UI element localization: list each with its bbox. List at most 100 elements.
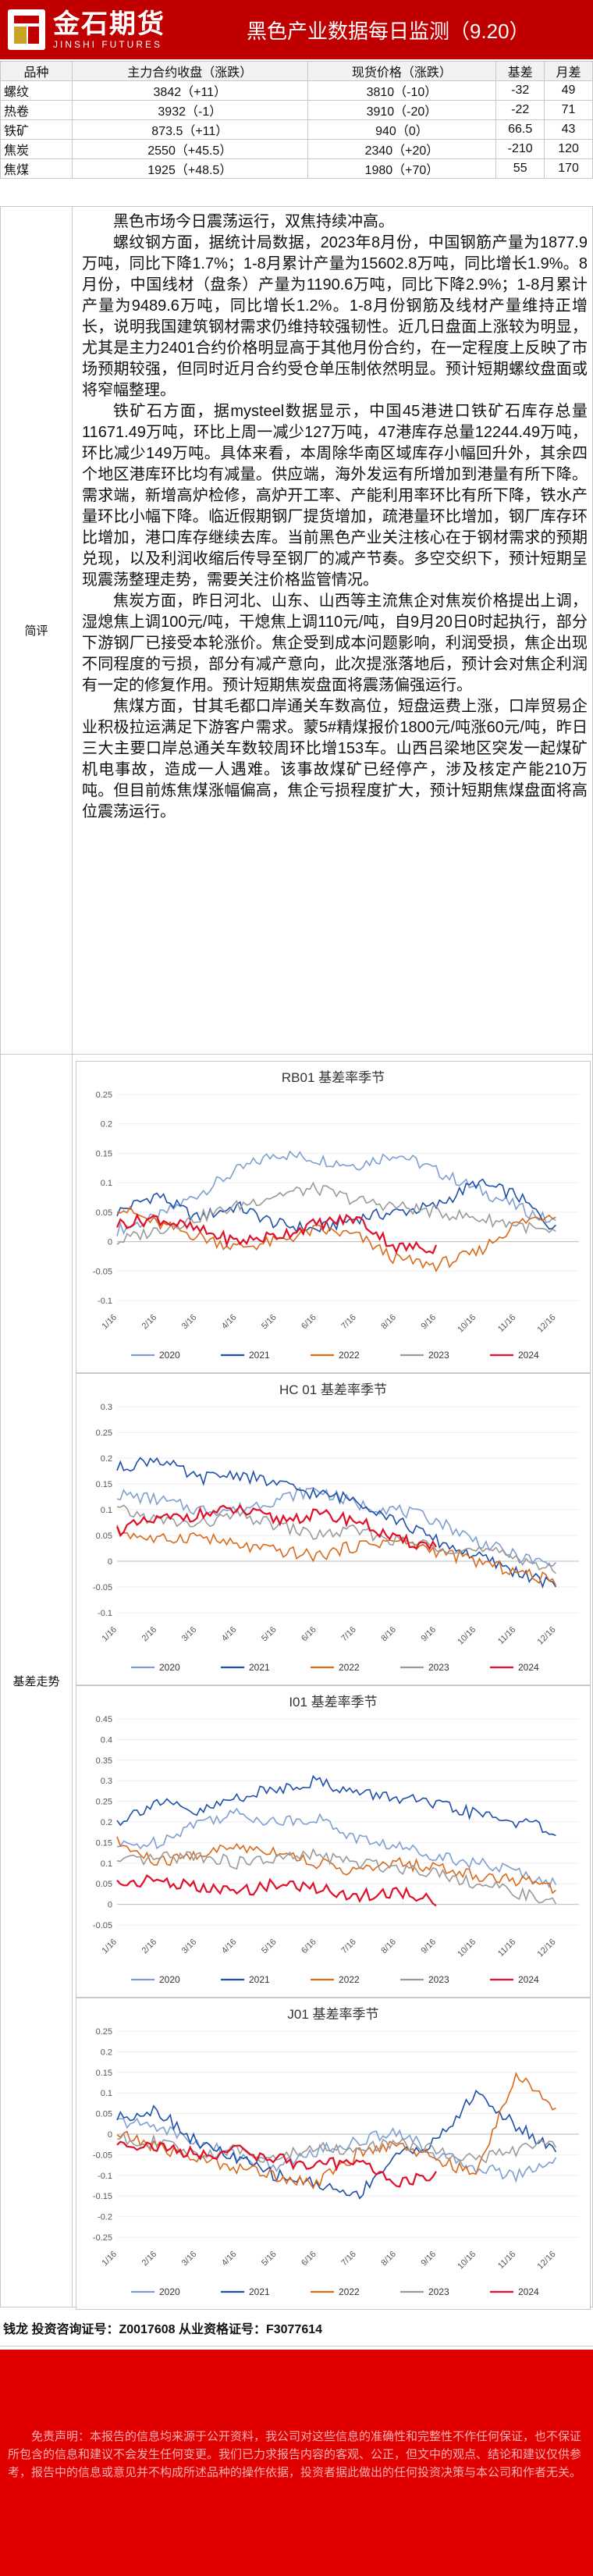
table-row: 热卷 3932（-1） 3910（-20） -22 71 [0,100,593,120]
legend-label: 2021 [249,1974,270,1985]
x-tick-label: 2/16 [140,1937,159,1956]
logo-mark-icon [8,9,45,50]
y-tick-label: 0.1 [101,2089,112,2098]
column-header: 品种 [0,61,73,81]
x-tick-label: 5/16 [260,1625,279,1644]
x-tick-label: 4/16 [220,1313,239,1332]
table-cell: 49 [544,80,593,101]
company-logo: 金石期货 JINSHI FUTURES [0,0,226,59]
y-tick-label: -0.1 [98,1609,112,1618]
x-tick-label: 12/16 [536,1625,558,1647]
table-cell: 120 [544,139,593,159]
series-line-2020 [116,1807,557,1889]
y-tick-label: 0.2 [101,1120,112,1130]
rb01-basis-chart: RB01 基差率季节 -0.1 -0.05 0 0.05 0.1 0.15 0.2 0.25 1/… [76,1061,591,1373]
table-cell: -210 [495,139,545,159]
i01-basis-chart: I01 基差率季节 -0.05 0 0.05 0.1 0.15 0.2 0.25 0.3 0.35… [76,1685,591,1998]
y-tick-label: 0.2 [101,2048,112,2057]
table-cell: 55 [495,158,545,179]
hc01-basis-chart: HC 01 基差率季节 -0.1 -0.05 0 0.05 0.1 0.15 0.2 0.25 0… [76,1373,591,1685]
x-tick-label: 12/16 [536,2250,558,2272]
series-line-2022 [116,1836,556,1895]
x-tick-label: 10/16 [456,2250,478,2272]
legend-label: 2020 [159,2286,180,2297]
table-cell: 2550（+45.5） [72,139,308,159]
chart-svg: I01 基差率季节 -0.05 0 0.05 0.1 0.15 0.2 0.25 0.3 0.35… [93,1695,579,1985]
y-tick-label: -0.05 [93,1267,112,1276]
y-tick-label: 0.05 [96,1880,112,1889]
y-tick-label: -0.1 [98,2172,112,2181]
series-line-2020 [116,1150,556,1236]
x-tick-label: 2/16 [140,1313,159,1332]
series-line-2023 [116,1504,556,1574]
x-tick-label: 10/16 [456,1313,478,1335]
table-cell: 热卷 [0,100,73,120]
table-cell: 3910（-20） [307,100,497,120]
legend-label: 2024 [518,1350,539,1361]
commentary-label: 简评 [1,207,73,1054]
series-line-2021 [116,2089,557,2200]
y-tick-label: 0 [108,1557,112,1567]
x-tick-label: 2/16 [140,1625,159,1644]
table-row: 焦煤 1925（+48.5） 1980（+70） 55 170 [0,158,593,179]
y-tick-label: -0.05 [93,1921,112,1930]
legend-label: 2020 [159,1350,180,1361]
column-header: 月差 [544,61,593,81]
x-tick-label: 6/16 [300,1625,318,1644]
price-table: 品种 主力合约收盘（涨跌） 现货价格（涨跌） 基差 月差 螺纹 3842（+11… [0,61,593,179]
series-line-2020 [116,1486,556,1567]
table-cell: 71 [544,100,593,120]
x-tick-label: 8/16 [379,1625,398,1644]
table-cell: 1925（+48.5） [72,158,308,179]
table-cell: -32 [495,80,545,101]
chart-svg: J01 基差率季节 -0.25 -0.2 -0.15 -0.1 -0.05 0 0.05 0.1… [93,2007,579,2297]
table-cell: -22 [495,100,545,120]
commentary-paragraph: 焦煤方面，甘其毛都口岸通关车数高位，短盘运费上涨，口岸贸易企业积极拉运满足下游客… [82,698,588,820]
y-tick-label: 0.25 [96,2027,112,2037]
chart-title: RB01 基差率季节 [282,1070,385,1085]
y-tick-label: 0.2 [101,1454,112,1464]
table-cell: 焦煤 [0,158,73,179]
table-row: 铁矿 873.5（+11） 940（0） 66.5 43 [0,119,593,140]
y-tick-label: 0.1 [101,1179,112,1188]
legend-label: 2021 [249,1350,270,1361]
x-tick-label: 1/16 [100,1937,119,1956]
legend-label: 2023 [428,2286,449,2297]
x-tick-label: 6/16 [300,2250,318,2268]
x-tick-label: 11/16 [496,1625,517,1646]
table-cell: 3810（-10） [307,80,497,101]
x-tick-label: 11/16 [496,1313,517,1334]
x-tick-label: 3/16 [180,1313,199,1332]
y-tick-label: 0.25 [96,1798,112,1807]
series-line-2023 [116,2132,557,2164]
y-tick-label: 0.05 [96,1532,112,1541]
series-line-2022 [116,1205,556,1273]
y-tick-label: 0.35 [96,1756,112,1766]
x-tick-label: 9/16 [420,2250,439,2268]
series-line-2023 [116,1181,556,1245]
y-tick-label: 0.15 [96,1838,112,1848]
x-tick-label: 1/16 [100,1313,119,1332]
x-tick-label: 6/16 [300,1937,318,1956]
x-tick-label: 8/16 [379,1313,398,1332]
legend-label: 2021 [249,1662,270,1673]
x-tick-label: 7/16 [339,2250,358,2268]
j01-basis-chart: J01 基差率季节 -0.25 -0.2 -0.15 -0.1 -0.05 0 0.05 0.1… [76,1998,591,2310]
basis-trend-label: 基差走势 [1,1055,73,2307]
series-line-2021 [116,1178,556,1234]
x-tick-label: 9/16 [420,1937,439,1956]
y-tick-label: 0.25 [96,1429,112,1438]
y-tick-label: 0.15 [96,2069,112,2078]
y-tick-label: 0.45 [96,1715,112,1724]
x-tick-label: 11/16 [496,1937,517,1959]
table-cell: 焦炭 [0,139,73,159]
series-line-2024 [116,1874,437,1907]
commentary-paragraph: 铁矿石方面，据mysteel数据显示，中国45港进口铁矿石库存总量11671.4… [82,403,588,589]
y-tick-label: -0.05 [93,2151,112,2160]
x-tick-label: 3/16 [180,1625,199,1644]
y-tick-label: 0.15 [96,1149,112,1158]
legend-label: 2020 [159,1974,180,1985]
y-tick-label: 0.4 [101,1735,112,1745]
legend-label: 2024 [518,1662,539,1673]
x-tick-label: 11/16 [496,2250,517,2271]
